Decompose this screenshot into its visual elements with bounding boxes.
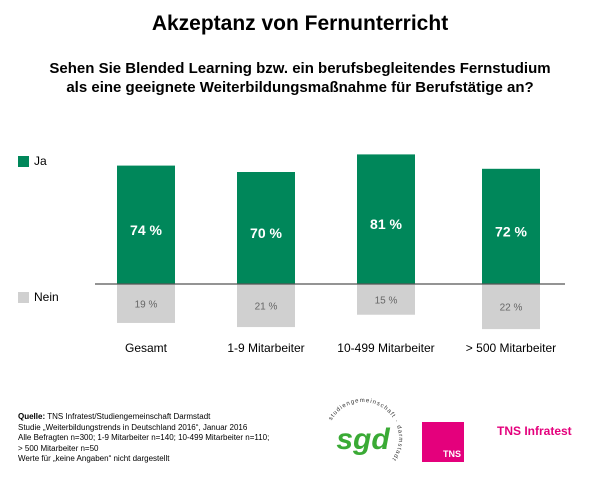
subtitle-line-2: als eine geeignete Weiterbildungsmaßnahm… — [66, 79, 534, 96]
source-line-2: Studie „Weiterbildungstrends in Deutschl… — [18, 422, 248, 432]
category-label-3: > 500 Mitarbeiter — [466, 341, 556, 355]
label-nein-1: 21 % — [255, 302, 278, 313]
category-label-1: 1-9 Mitarbeiter — [227, 341, 304, 355]
bar-nein-2 — [357, 284, 415, 315]
chart-title: Akzeptanz von Fernunterricht — [151, 12, 449, 35]
legend-ja: Ja — [18, 154, 47, 168]
bar-ja-3 — [482, 168, 540, 284]
source-line-3: Alle Befragten n=300; 1-9 Mitarbeiter n=… — [18, 433, 270, 442]
legend-nein-label: Nein — [34, 290, 59, 304]
source-line-5: Werte für „keine Angaben“ nicht dargeste… — [18, 454, 170, 463]
bar-ja-2 — [357, 154, 415, 284]
label-ja-3: 72 % — [495, 223, 527, 239]
category-label-2: 10-499 Mitarbeiter — [337, 341, 434, 355]
legend-nein: Nein — [18, 290, 59, 304]
source-note: Quelle: TNS Infratest/Studiengemeinschaf… — [18, 412, 308, 465]
sgd-logo: studiengemeinschaft · darmstadt sgd — [328, 398, 402, 462]
source-label: Quelle: — [18, 412, 46, 421]
label-nein-2: 15 % — [375, 295, 398, 306]
legend-ja-swatch — [18, 155, 29, 167]
bar-nein-0 — [117, 284, 175, 323]
chart-subtitle: Sehen Sie Blended Learning bzw. ein beru… — [0, 59, 600, 97]
source-line-4: > 500 Mitarbeiter n=50 — [18, 443, 99, 453]
bar-ja-0 — [117, 165, 175, 284]
bar-nein-1 — [237, 284, 295, 328]
label-nein-3: 22 % — [500, 303, 523, 314]
tns-logo-text: TNS — [443, 449, 461, 459]
category-label-0: Gesamt — [125, 341, 168, 355]
bar-ja-1 — [237, 172, 295, 284]
bar-chart: 74 % 19 % Gesamt 70 % 21 % 1-9 Mitarbeiter 81 … — [95, 154, 565, 355]
tns-infratest-name: TNS Infratest — [497, 424, 572, 438]
label-ja-2: 81 % — [370, 216, 402, 232]
label-ja-0: 74 % — [130, 222, 162, 238]
source-line-1: TNS Infratest/Studiengemeinschaft Darmst… — [47, 412, 211, 421]
label-ja-1: 70 % — [250, 225, 282, 241]
bar-nein-3 — [482, 284, 540, 330]
label-nein-0: 19 % — [135, 299, 158, 310]
legend-ja-label: Ja — [34, 154, 47, 168]
legend-nein-swatch — [18, 291, 29, 303]
subtitle-line-1: Sehen Sie Blended Learning bzw. ein beru… — [49, 60, 551, 77]
sgd-logo-text: sgd — [336, 423, 390, 456]
tns-logo: TNS — [422, 422, 464, 462]
